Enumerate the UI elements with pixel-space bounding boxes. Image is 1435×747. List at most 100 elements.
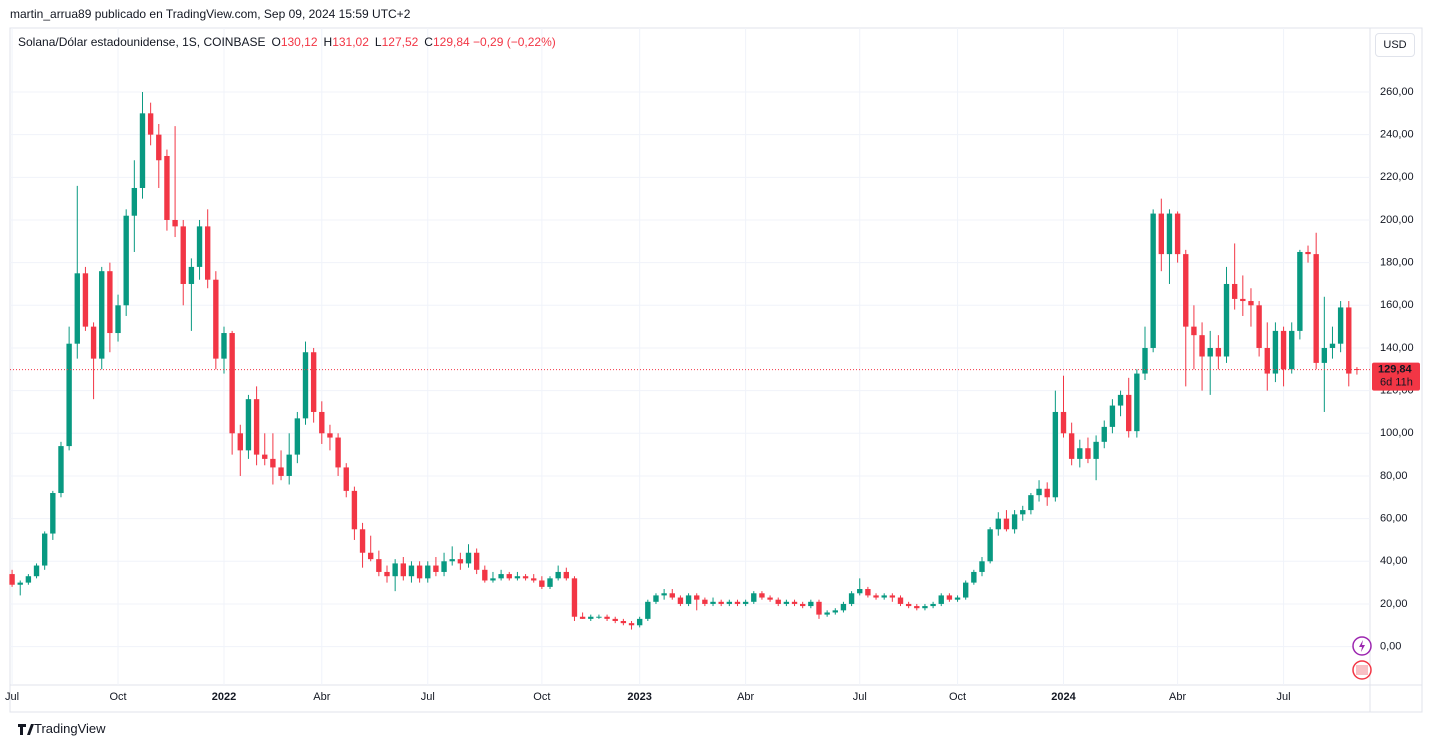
y-tick-label: 260,00 xyxy=(1380,86,1414,98)
candle-body xyxy=(33,565,40,577)
candle-body xyxy=(873,595,879,598)
candle-body xyxy=(694,595,700,600)
candle-body xyxy=(1248,301,1254,306)
candle-body xyxy=(1329,343,1336,348)
candle-body xyxy=(897,597,904,604)
candle-body xyxy=(188,266,195,284)
legend: Solana/Dólar estadounidense, 1S, COINBAS… xyxy=(18,35,556,49)
candle-body xyxy=(547,578,553,587)
x-tick-label: Oct xyxy=(949,691,966,703)
candle-body xyxy=(115,305,121,334)
candle-body xyxy=(327,433,333,438)
last-price-label: 129,84 xyxy=(1378,364,1413,376)
candle-body xyxy=(653,595,659,602)
candle-body xyxy=(1223,283,1230,357)
candle-body xyxy=(677,597,684,604)
candle-body xyxy=(710,601,716,604)
candle-body xyxy=(1044,488,1050,498)
brand: TradingView xyxy=(34,721,106,736)
x-tick-label: Oct xyxy=(109,691,126,703)
x-tick-label: Jul xyxy=(853,691,867,703)
candle-body xyxy=(1272,330,1279,374)
candle-body xyxy=(1207,347,1213,357)
candle-body xyxy=(343,467,349,491)
candle-body xyxy=(734,601,741,604)
candle-body xyxy=(368,552,374,560)
candle-body xyxy=(1109,405,1116,427)
candle-body xyxy=(946,595,953,600)
candle-body xyxy=(612,618,618,622)
candle-body xyxy=(922,606,928,609)
candle-body xyxy=(840,603,847,611)
tv-logo xyxy=(18,724,34,735)
candle-body xyxy=(1085,448,1091,459)
candle-body xyxy=(783,601,790,604)
candle-body xyxy=(865,589,871,596)
candle-body xyxy=(50,493,56,534)
candle-body xyxy=(213,279,219,359)
candle-body xyxy=(319,411,325,434)
candle-body xyxy=(172,219,178,227)
candle-body xyxy=(857,589,863,594)
candle-body xyxy=(1142,347,1148,374)
y-tick-label: 140,00 xyxy=(1380,342,1414,354)
x-tick-label: Oct xyxy=(533,691,550,703)
candle-body xyxy=(645,601,651,619)
currency-button[interactable]: USD xyxy=(1375,33,1415,57)
candle-body xyxy=(1174,213,1181,255)
candle-body xyxy=(278,467,284,476)
ohlc-value: 127,52 xyxy=(381,35,419,49)
candle-body xyxy=(636,618,643,626)
candle-body xyxy=(1126,394,1132,432)
candle-body xyxy=(702,599,708,604)
countdown-label: 6d 11h xyxy=(1380,377,1413,389)
ohlc-key: O xyxy=(271,35,281,49)
candle-body xyxy=(498,574,504,579)
candle-body xyxy=(66,343,72,447)
flag-glyph xyxy=(1356,665,1368,675)
last-price-box xyxy=(1372,362,1420,391)
candle-body xyxy=(751,593,757,602)
candle-body xyxy=(563,571,570,579)
candle-body xyxy=(726,601,733,604)
x-tick-label: Jul xyxy=(1277,691,1291,703)
candle-body xyxy=(156,134,162,161)
candle-body xyxy=(270,458,276,468)
axis-labels: 0,0020,0040,0060,0080,00100,00120,00140,… xyxy=(5,86,1420,703)
x-tick-label: Jul xyxy=(421,691,435,703)
candle-body xyxy=(310,352,317,412)
candle-body xyxy=(1313,254,1319,363)
candle-body xyxy=(196,226,203,267)
candle-body xyxy=(359,529,366,553)
candle-body xyxy=(457,559,464,564)
candle-body xyxy=(930,603,936,607)
candle-body xyxy=(25,576,32,583)
ohlc-value: 131,02 xyxy=(332,35,369,49)
candle-body xyxy=(237,433,243,451)
candle-body xyxy=(294,418,301,455)
y-tick-label: 200,00 xyxy=(1380,214,1414,226)
y-tick-label: 100,00 xyxy=(1380,427,1414,439)
candle-body xyxy=(376,559,382,572)
y-tick-label: 180,00 xyxy=(1380,257,1414,269)
candle-body xyxy=(808,601,814,607)
candle-body xyxy=(1183,254,1189,327)
candle-body xyxy=(1191,326,1197,336)
candle-body xyxy=(449,559,455,562)
candle-body xyxy=(1134,373,1140,432)
candle-body xyxy=(661,593,667,596)
candle-body xyxy=(1060,411,1067,434)
candle-body xyxy=(596,616,602,618)
candle-body xyxy=(1240,298,1246,302)
candle-body xyxy=(1346,307,1352,374)
candle-body xyxy=(180,226,186,284)
y-tick-label: 20,00 xyxy=(1380,598,1408,610)
candle-body xyxy=(1003,518,1010,530)
y-tick-label: 0,00 xyxy=(1380,641,1401,653)
candle-body xyxy=(685,595,692,604)
candle-body xyxy=(555,571,561,579)
candle-body xyxy=(506,574,512,579)
footer: TradingView xyxy=(10,721,106,736)
candle-body xyxy=(1337,307,1344,344)
